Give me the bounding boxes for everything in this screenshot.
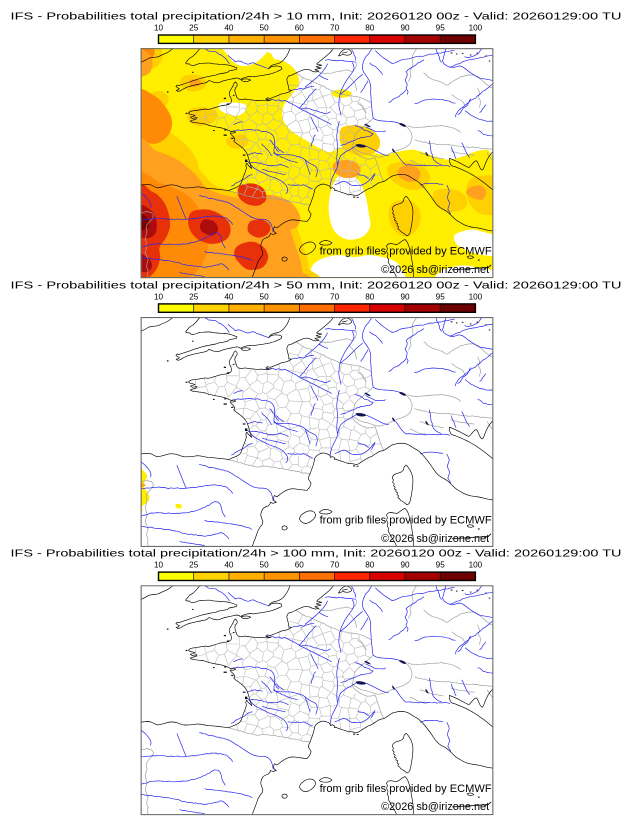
svg-text:50: 50 (260, 561, 270, 570)
svg-text:95: 95 (436, 293, 446, 302)
svg-text:100: 100 (469, 561, 483, 570)
svg-text:80: 80 (365, 293, 375, 302)
svg-text:10: 10 (154, 293, 164, 302)
svg-text:60: 60 (295, 561, 305, 570)
svg-text:95: 95 (436, 24, 446, 33)
svg-text:25: 25 (189, 561, 199, 570)
svg-text:60: 60 (295, 24, 305, 33)
svg-text:70: 70 (330, 24, 340, 33)
svg-text:IFS - Probabilities total prec: IFS - Probabilities total precipitation/… (11, 280, 622, 292)
svg-text:60: 60 (295, 293, 305, 302)
svg-text:25: 25 (189, 293, 199, 302)
svg-text:50: 50 (260, 24, 270, 33)
svg-text:25: 25 (189, 24, 199, 33)
svg-text:50: 50 (260, 293, 270, 302)
svg-text:100: 100 (469, 293, 483, 302)
svg-text:95: 95 (436, 561, 446, 570)
svg-text:100: 100 (469, 24, 483, 33)
svg-text:IFS - Probabilities total prec: IFS - Probabilities total precipitation/… (11, 11, 622, 23)
svg-text:IFS - Probabilities total prec: IFS - Probabilities total precipitation/… (11, 548, 622, 560)
svg-text:70: 70 (330, 293, 340, 302)
svg-text:70: 70 (330, 561, 340, 570)
svg-text:80: 80 (365, 24, 375, 33)
svg-text:10: 10 (154, 24, 164, 33)
svg-text:40: 40 (224, 293, 234, 302)
svg-text:40: 40 (224, 24, 234, 33)
svg-text:90: 90 (400, 561, 410, 570)
svg-text:90: 90 (400, 293, 410, 302)
svg-text:10: 10 (154, 561, 164, 570)
svg-text:40: 40 (224, 561, 234, 570)
svg-text:80: 80 (365, 561, 375, 570)
svg-text:90: 90 (400, 24, 410, 33)
